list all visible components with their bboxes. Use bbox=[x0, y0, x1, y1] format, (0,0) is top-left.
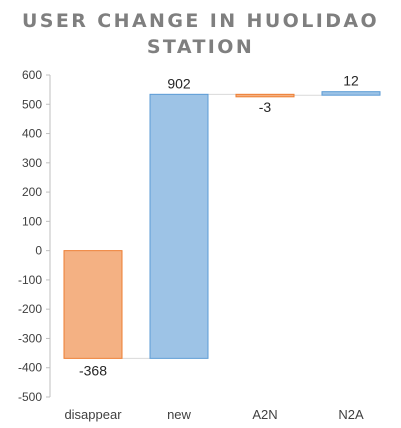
x-category-label: N2A bbox=[338, 407, 364, 422]
bar-a2n bbox=[235, 93, 295, 98]
y-tick-label: -500 bbox=[18, 390, 42, 404]
data-label-n2a: 12 bbox=[343, 73, 359, 89]
y-tick-label: -200 bbox=[18, 302, 42, 316]
y-tick-label: 600 bbox=[22, 68, 42, 82]
data-label-a2n: -3 bbox=[259, 99, 272, 115]
bar-new bbox=[149, 93, 209, 359]
data-label-new: 902 bbox=[167, 75, 191, 91]
chart-title-line-2: STATION bbox=[146, 36, 255, 58]
y-tick-label: 200 bbox=[22, 185, 42, 199]
x-category-label: A2N bbox=[252, 407, 277, 422]
y-tick-label: 500 bbox=[22, 97, 42, 111]
y-tick-label: 400 bbox=[22, 127, 42, 141]
bar-disappear bbox=[63, 250, 123, 359]
bar-n2a bbox=[321, 91, 381, 96]
connector-layer bbox=[122, 93, 322, 359]
y-tick-label: -400 bbox=[18, 361, 42, 375]
chart-title: USER CHANGE IN HUOLIDAO STATION bbox=[0, 8, 401, 60]
bar-layer bbox=[63, 91, 381, 359]
label-layer: -368 disappear 902 new -3 A2N 12 N2A bbox=[64, 73, 364, 422]
x-category-label: new bbox=[167, 407, 191, 422]
y-tick-label: 300 bbox=[22, 156, 42, 170]
y-tick-label: -300 bbox=[18, 331, 42, 345]
y-tick-label: -100 bbox=[18, 273, 42, 287]
x-category-label: disappear bbox=[64, 407, 122, 422]
data-label-disappear: -368 bbox=[79, 362, 107, 378]
chart-title-line-1: USER CHANGE IN HUOLIDAO bbox=[21, 10, 380, 32]
y-tick-label: 0 bbox=[35, 244, 42, 258]
axis-layer: 600 500 400 300 200 100 0 -100 -200 -300 -400 -500 bbox=[18, 68, 51, 404]
y-tick-label: 100 bbox=[22, 214, 42, 228]
